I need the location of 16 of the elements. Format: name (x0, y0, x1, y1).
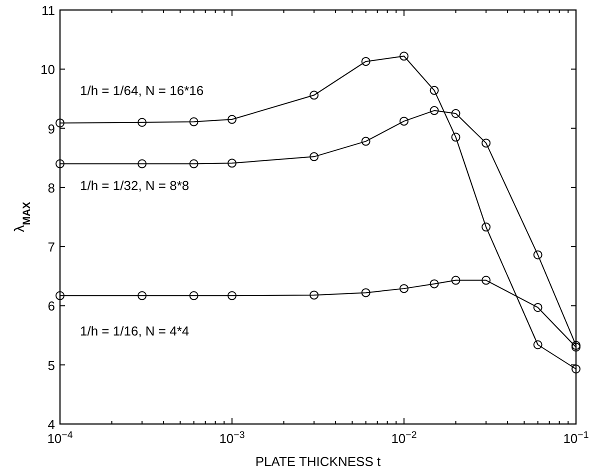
y-tick-label: 6 (48, 298, 55, 314)
y-tick-label: 8 (48, 180, 55, 196)
y-tick-label: 5 (48, 358, 55, 373)
series-label: 1/h = 1/64, N = 16*16 (80, 82, 204, 98)
x-tick-label: 10$^{−2}$ (391, 430, 417, 446)
y-tick-label: 10 (40, 62, 55, 78)
x-tick-label: 10$^{−4}$ (47, 430, 74, 446)
series-label: 1/h = 1/32, N = 8*8 (80, 178, 190, 193)
y-tick-label: 4 (48, 417, 55, 432)
x-tick-label: 10$^{−1}$ (563, 430, 589, 446)
x-tick-label: 10$^{−3}$ (219, 430, 245, 446)
y-tick-label: 9 (48, 121, 55, 136)
y-tick-label: 11 (42, 3, 55, 18)
y-tick-label: 7 (48, 240, 55, 255)
x-axis-title: PLATE THICKNESS t (255, 454, 381, 469)
series-label: 1/h = 1/16, N = 4*4 (80, 324, 190, 339)
